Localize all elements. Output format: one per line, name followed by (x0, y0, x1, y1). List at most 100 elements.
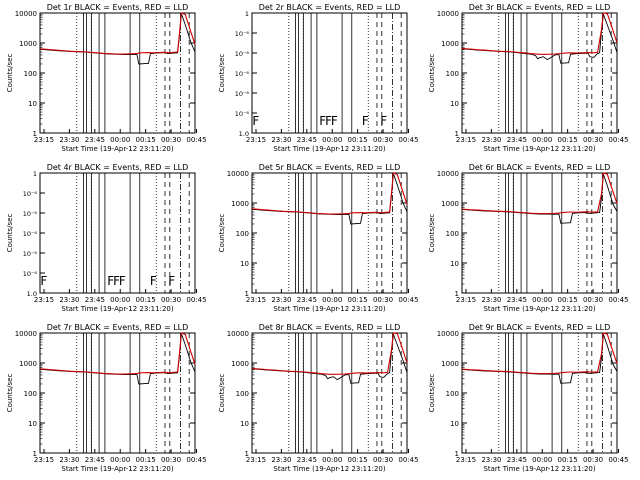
x-axis-label: Start Time (19-Apr-12 23:11:20) (483, 305, 595, 313)
x-tick-label: 23:15 (246, 136, 266, 144)
y-axis-label: Counts/sec (6, 374, 14, 413)
y-tick-label: 10000 (437, 330, 459, 338)
x-tick-label: 23:30 (271, 296, 291, 304)
y-tick-label: 10 (450, 100, 459, 108)
y-tick-label: 1.0 (239, 130, 249, 138)
events-series-line (39, 13, 196, 65)
y-tick-label: 10⁻⁶ (23, 190, 38, 198)
detector-panel-2: Det 2r BLACK = Events, RED = LLD 23:15 23:… (218, 3, 419, 153)
x-tick-label: 00:45 (398, 136, 418, 144)
x-tick-label: 00:00 (110, 456, 130, 464)
x-axis-label: Start Time (19-Apr-12 23:11:20) (273, 465, 385, 473)
x-tick-label: 23:15 (246, 456, 266, 464)
panel-title: Det 1r BLACK = Events, RED = LLD (47, 3, 189, 12)
lld-series-line (251, 172, 408, 215)
x-tick-label: 23:45 (85, 456, 105, 464)
x-tick-label: 00:45 (398, 296, 418, 304)
plot-frame (461, 332, 618, 454)
y-axis-label: Counts/sec (6, 214, 14, 253)
y-tick-label: 1 (33, 450, 37, 458)
y-tick-label: 10 (240, 420, 249, 428)
x-axis-label: Start Time (19-Apr-12 23:11:20) (273, 305, 385, 313)
y-axis-label: Counts/sec (428, 214, 436, 253)
lld-series-line (461, 12, 618, 55)
y-tick-label: 10000 (437, 10, 459, 18)
x-tick-label: 00:30 (373, 136, 393, 144)
lld-series-line (461, 332, 618, 375)
y-tick-label: 1000 (441, 360, 459, 368)
panel-title: Det 8r BLACK = Events, RED = LLD (259, 323, 401, 332)
y-axis-label: Counts/sec (218, 374, 226, 413)
x-tick-label: 00:15 (348, 456, 368, 464)
x-tick-label: 00:00 (322, 456, 342, 464)
y-axis-label: Counts/sec (428, 54, 436, 93)
y-tick-label: 1000 (19, 40, 37, 48)
lld-series-line (39, 332, 196, 375)
y-tick-label: 10⁻⁶ (235, 30, 250, 38)
y-tick-label: 1 (455, 130, 459, 138)
y-tick-label: 1 (33, 130, 37, 138)
x-tick-label: 23:15 (34, 136, 54, 144)
x-tick-label: 23:45 (297, 136, 317, 144)
x-tick-label: 00:30 (161, 296, 181, 304)
x-tick-label: 00:00 (532, 296, 552, 304)
y-tick-label: 10⁻⁶ (235, 70, 250, 78)
detector-panel-4: Det 4r BLACK = Events, RED = LLD 23:15 23:… (6, 163, 207, 313)
x-tick-label: 00:45 (608, 136, 628, 144)
detector-panel-1: Det 1r BLACK = Events, RED = LLD 23:15 23:… (6, 3, 207, 153)
y-tick-label: 100 (446, 390, 459, 398)
plot-frame (251, 332, 408, 454)
panel-title: Det 7r BLACK = Events, RED = LLD (47, 323, 189, 332)
y-tick-label: 100 (24, 390, 37, 398)
x-tick-label: 23:45 (297, 296, 317, 304)
y-axis-label: Counts/sec (218, 214, 226, 253)
y-tick-label: 10000 (15, 330, 37, 338)
y-tick-label: 100 (24, 70, 37, 78)
x-tick-label: 00:30 (583, 456, 603, 464)
y-tick-label: 10000 (15, 10, 37, 18)
flag-marker: F (40, 274, 47, 288)
x-axis-label: Start Time (19-Apr-12 23:11:20) (273, 145, 385, 153)
y-tick-label: 10⁻⁶ (23, 210, 38, 218)
y-tick-label: 100 (236, 390, 249, 398)
x-tick-label: 23:30 (481, 136, 501, 144)
x-axis-label: Start Time (19-Apr-12 23:11:20) (61, 145, 173, 153)
x-tick-label: 00:45 (608, 296, 628, 304)
x-tick-label: 00:15 (558, 456, 578, 464)
x-tick-label: 23:45 (507, 456, 527, 464)
x-tick-label: 23:45 (507, 296, 527, 304)
x-tick-label: 23:30 (59, 456, 79, 464)
y-axis-label: Counts/sec (218, 54, 226, 93)
plot-frame (39, 12, 196, 134)
x-axis-label: Start Time (19-Apr-12 23:11:20) (483, 465, 595, 473)
panel-title: Det 5r BLACK = Events, RED = LLD (259, 163, 401, 172)
lld-series-line (39, 12, 196, 55)
x-axis-label: Start Time (19-Apr-12 23:11:20) (61, 305, 173, 313)
y-tick-label: 1 (455, 290, 459, 298)
y-axis-label: Counts/sec (428, 374, 436, 413)
y-tick-label: 10000 (437, 170, 459, 178)
x-tick-label: 00:45 (608, 456, 628, 464)
y-tick-label: 1 (245, 450, 249, 458)
y-tick-label: 100 (446, 70, 459, 78)
y-tick-label: 10⁻⁶ (235, 110, 250, 118)
y-tick-label: 10 (450, 420, 459, 428)
events-series-line (461, 174, 618, 224)
x-tick-label: 23:30 (59, 136, 79, 144)
x-tick-label: 00:15 (348, 136, 368, 144)
y-tick-label: 10⁻⁶ (23, 270, 38, 278)
x-tick-label: 23:30 (271, 136, 291, 144)
flag-marker: F (113, 274, 120, 288)
x-tick-label: 00:15 (348, 296, 368, 304)
panel-title: Det 2r BLACK = Events, RED = LLD (259, 3, 401, 12)
x-tick-label: 23:45 (507, 136, 527, 144)
x-tick-label: 00:15 (136, 136, 156, 144)
x-tick-label: 00:15 (558, 136, 578, 144)
x-tick-label: 00:00 (110, 296, 130, 304)
x-tick-label: 23:30 (481, 296, 501, 304)
x-tick-label: 00:00 (110, 136, 130, 144)
x-tick-label: 00:30 (161, 456, 181, 464)
x-tick-label: 00:15 (136, 296, 156, 304)
x-tick-label: 00:30 (161, 136, 181, 144)
flag-marker: F (150, 274, 157, 288)
